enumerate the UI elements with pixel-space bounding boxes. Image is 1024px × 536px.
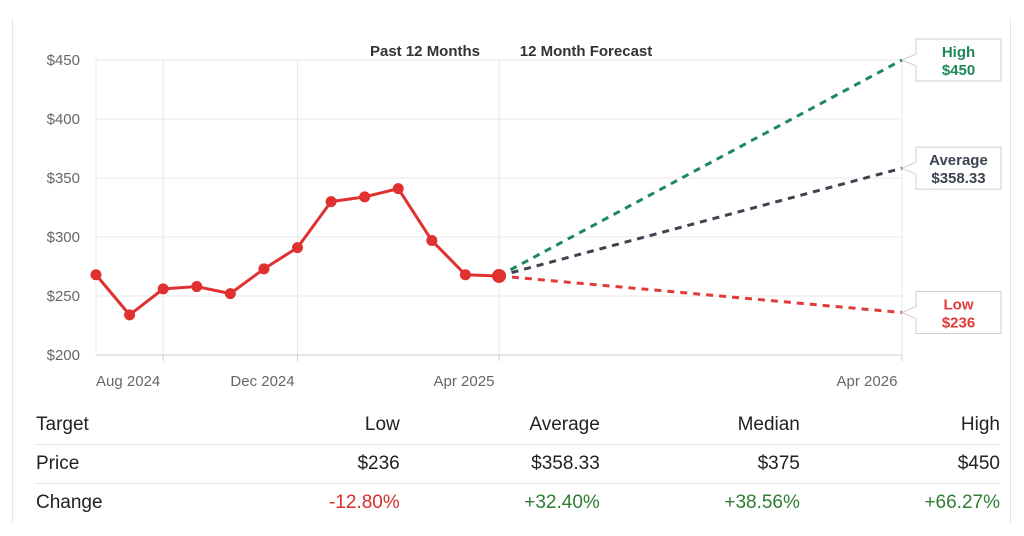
x-tick-label: Apr 2026 [837,373,898,390]
callout-box [900,146,1002,190]
history-line [90,183,506,321]
title-12-month-forecast: 12 Month Forecast [520,43,653,60]
y-tick-label: $250 [47,288,80,305]
price-average: $358.33 [399,444,600,484]
change-high: +66.27% [924,492,1000,513]
callout-name: High [942,44,975,61]
callout-value: $236 [942,315,975,332]
history-point [157,283,169,295]
y-tick-label: $350 [47,170,80,187]
history-point [224,288,236,300]
forecast-callouts: High$450 Average$358.33 Low$236 [900,38,1002,335]
history-point [492,268,506,283]
x-tick-label: Apr 2025 [434,373,495,390]
chart-axes: $200 $250 $300 $350 $400 $450 Aug 2024 Dec 2024… [47,52,903,390]
y-tick-label: $400 [47,111,80,128]
change-average: +32.40% [524,492,600,513]
forecast-line-average [498,166,903,278]
change-row-label: Change [36,492,103,513]
header-high: High [799,406,1000,445]
frame-right-border [1010,18,1011,523]
price-target-table: Target Low Average Median High Price $23… [36,406,1000,522]
frame-left-border [12,18,13,523]
history-point [459,269,471,281]
forecast-line-high [498,58,903,278]
history-point [191,281,203,293]
history-point [292,242,303,254]
change-low: -12.80% [328,492,400,513]
history-point [124,309,136,321]
table-row-change: Change -12.80% +32.40% +38.56% +66.27% [36,484,1000,523]
header-average: Average [399,406,600,445]
price-median: $375 [599,444,800,484]
y-tick-label: $300 [47,229,80,246]
callout-box [900,38,1002,82]
table-row-price: Price $236 $358.33 $375 $450 [36,444,1000,484]
forecast-line-low [498,274,903,315]
price-low: $236 [212,444,400,484]
callout-value: $358.33 [931,170,985,187]
change-median: +38.56% [724,492,800,513]
history-point [359,191,371,203]
callout-name: Average [929,152,988,169]
history-point [90,269,102,281]
callout-value: $450 [942,62,975,79]
chart-grid [95,59,903,356]
table-header-row: Target Low Average Median High [36,406,1000,445]
history-point [426,235,438,247]
callout-box [900,291,1002,335]
x-tick-label: Aug 2024 [96,373,160,390]
forecast-lines [498,58,903,315]
history-point [392,183,404,195]
title-past-12-months: Past 12 Months [370,43,480,60]
callout-high: High$450 [900,38,1002,82]
header-low: Low [212,406,400,445]
price-row-label: Price [36,444,213,484]
y-tick-label: $450 [47,52,80,69]
history-point [325,196,337,208]
y-tick-label: $200 [47,347,80,364]
price-high: $450 [799,444,1000,484]
x-tick-label: Dec 2024 [230,373,294,390]
callout-low: Low$236 [900,291,1002,335]
callout-average: Average$358.33 [900,146,1002,190]
header-target: Target [36,406,213,445]
callout-name: Low [944,297,974,314]
price-target-chart: $200 $250 $300 $350 $400 $450 Aug 2024 Dec 2024… [47,38,1002,390]
header-median: Median [599,406,800,445]
history-point [258,263,270,275]
